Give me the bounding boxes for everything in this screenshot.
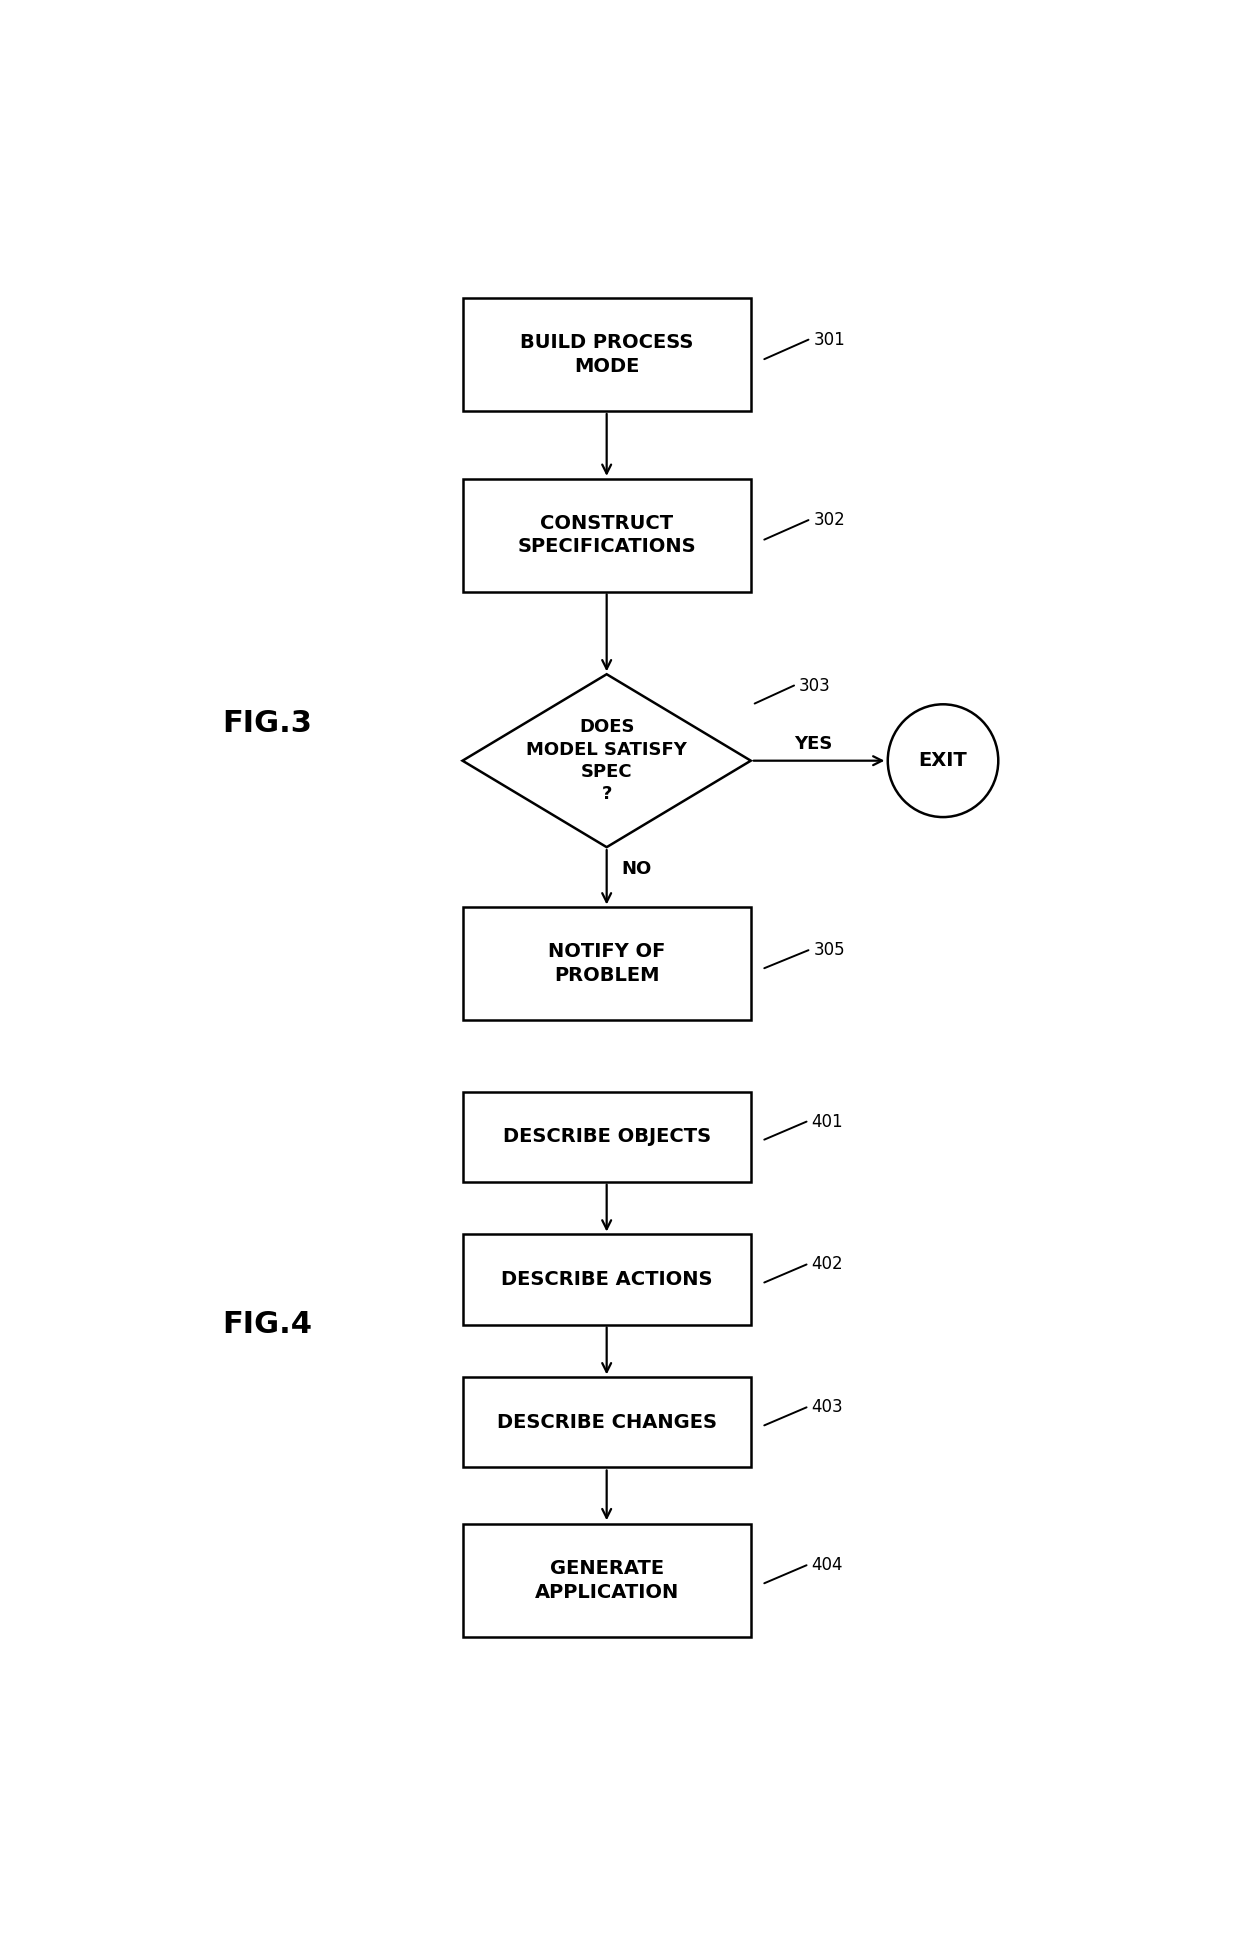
Ellipse shape	[888, 705, 998, 816]
FancyBboxPatch shape	[463, 1092, 750, 1182]
Text: 404: 404	[811, 1557, 843, 1574]
FancyBboxPatch shape	[463, 1377, 750, 1467]
FancyBboxPatch shape	[463, 1234, 750, 1324]
Text: 403: 403	[811, 1398, 843, 1416]
Text: 305: 305	[813, 941, 844, 959]
Text: FIG.4: FIG.4	[222, 1310, 312, 1340]
Text: 301: 301	[813, 330, 844, 350]
Text: YES: YES	[794, 734, 832, 754]
FancyBboxPatch shape	[463, 299, 750, 410]
Text: DESCRIBE OBJECTS: DESCRIBE OBJECTS	[502, 1127, 711, 1146]
Text: FIG.3: FIG.3	[222, 709, 312, 738]
Text: 402: 402	[811, 1256, 843, 1273]
Text: NO: NO	[621, 859, 651, 879]
Text: BUILD PROCESS
MODE: BUILD PROCESS MODE	[520, 334, 693, 375]
Text: DOES
MODEL SATISFY
SPEC
?: DOES MODEL SATISFY SPEC ?	[526, 719, 687, 803]
FancyBboxPatch shape	[463, 908, 750, 1019]
FancyBboxPatch shape	[463, 1523, 750, 1637]
Text: GENERATE
APPLICATION: GENERATE APPLICATION	[534, 1558, 678, 1601]
Text: 401: 401	[811, 1113, 843, 1131]
Text: 303: 303	[799, 676, 831, 695]
Text: DESCRIBE CHANGES: DESCRIBE CHANGES	[497, 1412, 717, 1432]
Text: CONSTRUCT
SPECIFICATIONS: CONSTRUCT SPECIFICATIONS	[517, 514, 696, 557]
FancyBboxPatch shape	[463, 478, 750, 592]
Text: 302: 302	[813, 512, 844, 529]
Text: EXIT: EXIT	[919, 752, 967, 769]
Polygon shape	[463, 674, 751, 848]
Text: DESCRIBE ACTIONS: DESCRIBE ACTIONS	[501, 1269, 713, 1289]
Text: NOTIFY OF
PROBLEM: NOTIFY OF PROBLEM	[548, 943, 666, 984]
